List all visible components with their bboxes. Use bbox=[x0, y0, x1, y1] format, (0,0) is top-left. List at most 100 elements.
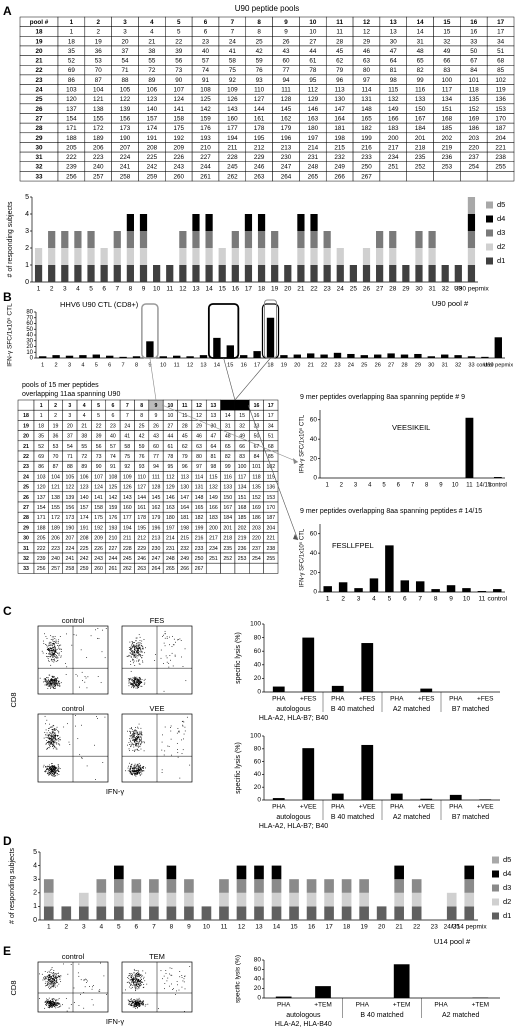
flow-dot bbox=[131, 733, 133, 735]
flow-dot bbox=[53, 978, 54, 979]
bar-segment bbox=[376, 231, 384, 248]
flow-dot bbox=[134, 655, 136, 657]
flow-dot bbox=[130, 983, 132, 985]
flow-dot bbox=[44, 979, 46, 981]
flow-dot bbox=[133, 985, 135, 986]
flow-dot bbox=[56, 978, 58, 980]
cell-text: 255 bbox=[495, 164, 506, 171]
flow-dot bbox=[46, 656, 48, 658]
x-tick-label: 3 bbox=[357, 596, 361, 603]
flow-dot bbox=[137, 984, 139, 986]
flow-dot bbox=[86, 980, 88, 982]
cell-text: 29 bbox=[363, 38, 371, 45]
flow-dot bbox=[47, 645, 49, 647]
flow-dot bbox=[132, 677, 134, 679]
flow-dot bbox=[51, 768, 53, 769]
cell-text: 161 bbox=[137, 505, 146, 511]
flow-dot bbox=[46, 998, 47, 1000]
flow-dot bbox=[46, 981, 48, 983]
flow-dot bbox=[141, 685, 143, 687]
flow-dot bbox=[52, 738, 54, 740]
cell-text: 157 bbox=[80, 505, 89, 511]
bar bbox=[477, 591, 487, 592]
cell-text: 70 bbox=[53, 454, 59, 460]
bar-segment bbox=[126, 231, 134, 248]
flow-dot bbox=[50, 664, 52, 666]
x-tick-label: 13 bbox=[192, 286, 200, 293]
cell-text: 258 bbox=[120, 173, 131, 180]
flow-dot bbox=[133, 684, 135, 686]
flow-dot bbox=[51, 651, 52, 653]
flow-dot bbox=[138, 971, 140, 973]
cell-text: 173 bbox=[120, 125, 131, 132]
flow-dot bbox=[99, 989, 101, 991]
cell-text: 86 bbox=[68, 77, 76, 84]
flow-dot bbox=[65, 998, 67, 999]
cell-text: 211 bbox=[123, 536, 131, 542]
cell-text: 1 bbox=[40, 413, 43, 419]
flow-dot bbox=[130, 648, 132, 650]
flow-dot bbox=[140, 978, 142, 980]
flow-dot bbox=[52, 728, 54, 730]
flow-dot bbox=[52, 770, 54, 772]
flow-dot bbox=[163, 754, 165, 756]
flow-dot bbox=[54, 652, 55, 654]
flow-dot bbox=[129, 682, 131, 684]
flow-dot bbox=[126, 982, 128, 983]
flow-dot bbox=[47, 1002, 49, 1004]
cell-text: 147 bbox=[180, 495, 189, 501]
x-tick-label: 8 bbox=[135, 362, 138, 368]
flow-dot bbox=[179, 976, 181, 978]
flow-dot bbox=[57, 683, 59, 684]
flow-dot bbox=[138, 733, 140, 735]
cell-text: 220 bbox=[469, 144, 480, 151]
x-tick-label: 5 bbox=[95, 362, 98, 368]
flow-dot bbox=[51, 655, 53, 657]
flow-dot bbox=[56, 657, 58, 659]
x-tick-label: 10 bbox=[452, 483, 459, 489]
flow-dot bbox=[51, 643, 53, 645]
flow-dot bbox=[45, 683, 47, 685]
flow-dot bbox=[49, 768, 51, 770]
flow-dot bbox=[47, 681, 49, 683]
flow-dot bbox=[165, 973, 167, 974]
flow-dot bbox=[54, 684, 56, 686]
flow-dot bbox=[47, 684, 49, 685]
connector bbox=[149, 357, 157, 401]
flow-dot bbox=[44, 770, 46, 772]
flow-dot bbox=[50, 732, 51, 734]
flow-dot bbox=[98, 990, 100, 992]
flow-dot bbox=[52, 1000, 54, 1002]
flow-dot bbox=[48, 1000, 50, 1002]
flow-dot bbox=[131, 680, 133, 682]
flow-dot bbox=[137, 736, 139, 738]
bar-segment bbox=[336, 265, 344, 282]
flow-dot bbox=[52, 736, 54, 738]
flow-dot bbox=[58, 740, 60, 742]
flow-dot bbox=[137, 681, 139, 683]
cell-text: 120 bbox=[37, 485, 46, 491]
flow-dot bbox=[55, 980, 57, 982]
flow-dot bbox=[58, 770, 59, 772]
bar bbox=[280, 355, 288, 358]
flow-dot bbox=[139, 676, 141, 678]
flow-dot bbox=[131, 981, 133, 983]
flow-dot bbox=[130, 670, 132, 672]
flow-dot bbox=[137, 763, 139, 765]
flow-dot bbox=[49, 979, 51, 980]
flow-dot bbox=[55, 679, 57, 681]
flow-dot bbox=[53, 647, 55, 648]
y-tick-label: 40 bbox=[254, 976, 262, 983]
bar bbox=[462, 588, 471, 592]
flow-dot bbox=[52, 653, 54, 655]
flow-dot bbox=[65, 662, 66, 664]
flow-dot bbox=[52, 746, 53, 747]
flow-dot bbox=[56, 679, 58, 681]
cell-text: 225 bbox=[80, 546, 89, 552]
bar-segment bbox=[394, 865, 404, 880]
bar-segment bbox=[389, 265, 397, 282]
flow-dot bbox=[136, 1002, 138, 1004]
flow-dot bbox=[141, 770, 143, 772]
bar-segment bbox=[310, 231, 318, 248]
flow-dot bbox=[75, 634, 77, 636]
